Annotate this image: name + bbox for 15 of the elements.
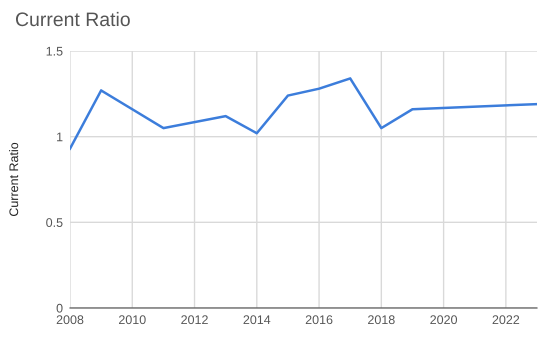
chart-title: Current Ratio xyxy=(16,12,130,26)
x-tick-label: 2018 xyxy=(368,315,395,324)
y-tick-label: 1.5 xyxy=(46,46,63,56)
x-tick-label: 2014 xyxy=(244,315,270,324)
x-tick-label: 2010 xyxy=(118,315,146,324)
y-tick-label: 1 xyxy=(57,132,62,142)
x-tick-label: 2022 xyxy=(492,315,520,324)
x-tick-label: 2020 xyxy=(430,315,458,324)
x-tick-label: 2008 xyxy=(56,315,84,324)
x-tick-label: 2012 xyxy=(181,315,208,324)
y-axis-title: Current Ratio xyxy=(9,142,18,216)
line-series xyxy=(70,77,537,150)
y-tick-label: 0.5 xyxy=(46,218,63,227)
y-tick-label: 0 xyxy=(56,304,63,313)
x-tick-label: 2016 xyxy=(306,315,332,324)
